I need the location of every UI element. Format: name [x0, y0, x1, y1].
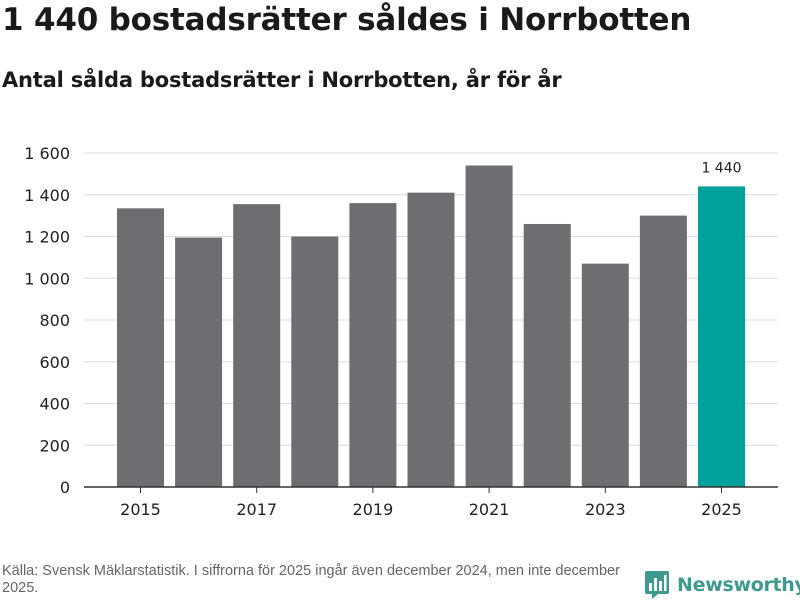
x-tick-label: 2015: [120, 500, 161, 519]
y-tick-label: 600: [39, 353, 70, 372]
bar-chart: 0 200 400 600 800 1 000 1 200 1 400 1 600 1 440 20…: [24, 144, 778, 519]
bar-2024: [639, 215, 687, 487]
bar-2022: [523, 223, 571, 487]
bar-2017: [233, 204, 281, 488]
chart-subtitle: Antal sålda bostadsrätter i Norrbotten, …: [2, 68, 562, 92]
x-tick-label: 2021: [469, 500, 510, 519]
bar-2020: [407, 192, 455, 487]
x-tick-label: 2025: [701, 500, 742, 519]
bar-2019: [349, 203, 397, 487]
chart-title: 1 440 bostadsrätter såldes i Norrbotten: [2, 2, 692, 38]
bar-2015: [117, 208, 164, 487]
x-tick-label: 2023: [585, 500, 626, 519]
bar-chart-logo-icon: [645, 571, 669, 599]
y-tick-label: 800: [39, 311, 70, 330]
y-tick-label: 1 200: [24, 228, 70, 247]
y-tick-label: 1 400: [24, 186, 70, 205]
y-tick-label: 400: [39, 395, 70, 414]
x-tick-label: 2017: [236, 500, 277, 519]
x-tick-label: 2019: [353, 500, 394, 519]
y-tick-label: 1 600: [24, 144, 70, 163]
bar-2025: [698, 186, 745, 487]
data-label: 1 440: [701, 160, 741, 176]
y-tick-label: 200: [39, 436, 70, 455]
y-tick-label: 1 000: [24, 269, 70, 288]
source-note: Källa: Svensk Mäklarstatistik. I siffror…: [2, 563, 620, 596]
bar-2023: [581, 263, 629, 487]
brand-name: Newsworthy: [677, 574, 800, 596]
brand-logo: Newsworthy: [644, 570, 800, 600]
bar-2021: [465, 165, 513, 487]
bar-2016: [175, 237, 223, 487]
bar-2018: [291, 236, 339, 487]
y-tick-label: 0: [60, 478, 70, 497]
